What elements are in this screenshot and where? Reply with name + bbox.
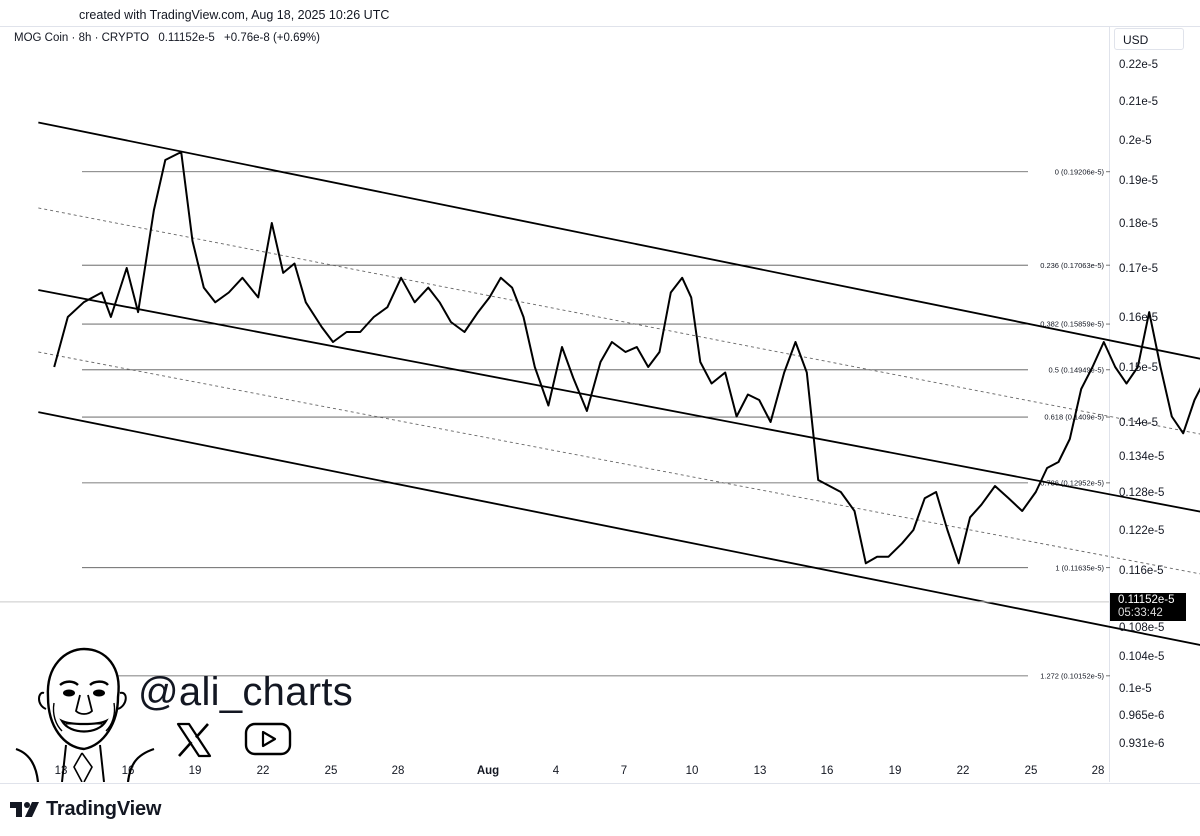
time-axis-tick: 25	[1025, 765, 1038, 777]
price-axis-tick: 0.16e-5	[1119, 312, 1158, 324]
price-change: +0.76e-8 (+0.69%)	[224, 32, 320, 44]
current-price-tag: 0.11152e-5 05:33:42	[1110, 593, 1186, 621]
price-axis-tick: 0.2e-5	[1119, 135, 1152, 147]
symbol-header[interactable]: MOG Coin · 8h · CRYPTO 0.11152e-5 +0.76e…	[14, 32, 320, 44]
symbol-name: MOG Coin	[14, 32, 69, 44]
time-axis-tick: 13	[754, 765, 767, 777]
price-channels	[38, 121, 1200, 646]
time-axis-tick: 19	[189, 765, 202, 777]
price-axis-tick: 0.1e-5	[1119, 683, 1152, 695]
fib-level-label: 1.272 (0.10152e-5)	[1040, 671, 1104, 680]
price-axis-tick: 0.15e-5	[1119, 362, 1158, 374]
time-axis-tick: 16	[821, 765, 834, 777]
fib-level-label: 0.236 (0.17063e-5)	[1040, 261, 1104, 270]
price-axis-tick: 0.108e-5	[1119, 622, 1164, 634]
price-axis-tick: 0.122e-5	[1119, 525, 1164, 537]
fib-level-label: 0 (0.19206e-5)	[1055, 167, 1105, 176]
time-axis-ticks: 13 16 19 22 25 28 Aug 4 7 10 13 16 19 22 25 28	[55, 765, 1105, 777]
price-axis-tick: 0.128e-5	[1119, 487, 1164, 499]
currency-button[interactable]: USD	[1114, 28, 1184, 50]
channel-lower-solid	[38, 411, 1200, 646]
price-axis-tick: 0.22e-5	[1119, 59, 1158, 71]
fib-level-label: 0.382 (0.15859e-5)	[1040, 320, 1104, 329]
tradingview-logo[interactable]: TradingView	[10, 797, 161, 821]
price-axis-tick: 0.931e-6	[1119, 738, 1164, 750]
fib-level-label: 0.786 (0.12952e-5)	[1040, 478, 1104, 487]
price-axis-tick: 0.116e-5	[1119, 565, 1164, 577]
price-series-line	[53, 151, 1200, 565]
youtube-icon[interactable]	[244, 722, 292, 756]
channel-upper-solid	[38, 121, 1200, 360]
chart-frame	[0, 26, 1200, 784]
time-axis-tick: 4	[553, 765, 560, 777]
title-separator: ·	[71, 32, 76, 44]
time-axis-tick: 10	[686, 765, 699, 777]
price-axis-tick: 0.104e-5	[1119, 651, 1164, 663]
price-tag-value: 0.11152e-5	[1118, 594, 1175, 606]
fib-level-label: 0.5 (0.14949e-5)	[1049, 365, 1105, 374]
time-axis-tick: 22	[257, 765, 270, 777]
last-price: 0.11152e-5	[158, 32, 215, 44]
time-axis-tick: 19	[889, 765, 902, 777]
price-axis-tick: 0.14e-5	[1119, 417, 1158, 429]
interval-label: 8h	[78, 32, 92, 44]
avatar-caricature	[15, 647, 155, 782]
channel-lower-dashed	[38, 351, 1200, 575]
x-logo-icon[interactable]	[176, 722, 212, 758]
channel-middle-solid	[38, 289, 1200, 513]
time-axis-tick: 28	[1092, 765, 1105, 777]
time-axis-tick: 22	[957, 765, 970, 777]
author-handle: @ali_charts	[138, 670, 354, 714]
time-axis-tick: 25	[325, 765, 338, 777]
exchange-label: CRYPTO	[101, 32, 150, 44]
price-axis-tick: 0.19e-5	[1119, 175, 1158, 187]
price-axis-tick: 0.21e-5	[1119, 96, 1158, 108]
fibonacci-retracement: 0 (0.19206e-5) 0.236 (0.17063e-5) 0.382 (0…	[82, 167, 1110, 680]
price-axis-tick: 0.17e-5	[1119, 263, 1158, 275]
tradingview-wordmark: TradingView	[46, 797, 162, 820]
price-axis-tick: 0.18e-5	[1119, 218, 1158, 230]
time-axis-tick: 7	[621, 765, 627, 777]
price-axis-separator	[1109, 26, 1110, 782]
price-tag-countdown: 05:33:42	[1118, 607, 1163, 619]
price-axis-tick: 0.134e-5	[1119, 451, 1164, 463]
price-axis-tick: 0.965e-6	[1119, 710, 1164, 722]
fib-level-label: 1 (0.11635e-5)	[1055, 563, 1104, 572]
tradingview-logo-icon	[10, 802, 39, 817]
time-axis-tick: Aug	[477, 765, 499, 777]
title-separator: ·	[94, 32, 99, 44]
channel-upper-dashed	[38, 207, 1200, 435]
price-axis-ticks: 0.22e-5 0.21e-5 0.2e-5 0.19e-5 0.18e-5 0.17e-…	[1119, 59, 1164, 750]
time-axis-tick: 28	[392, 765, 405, 777]
